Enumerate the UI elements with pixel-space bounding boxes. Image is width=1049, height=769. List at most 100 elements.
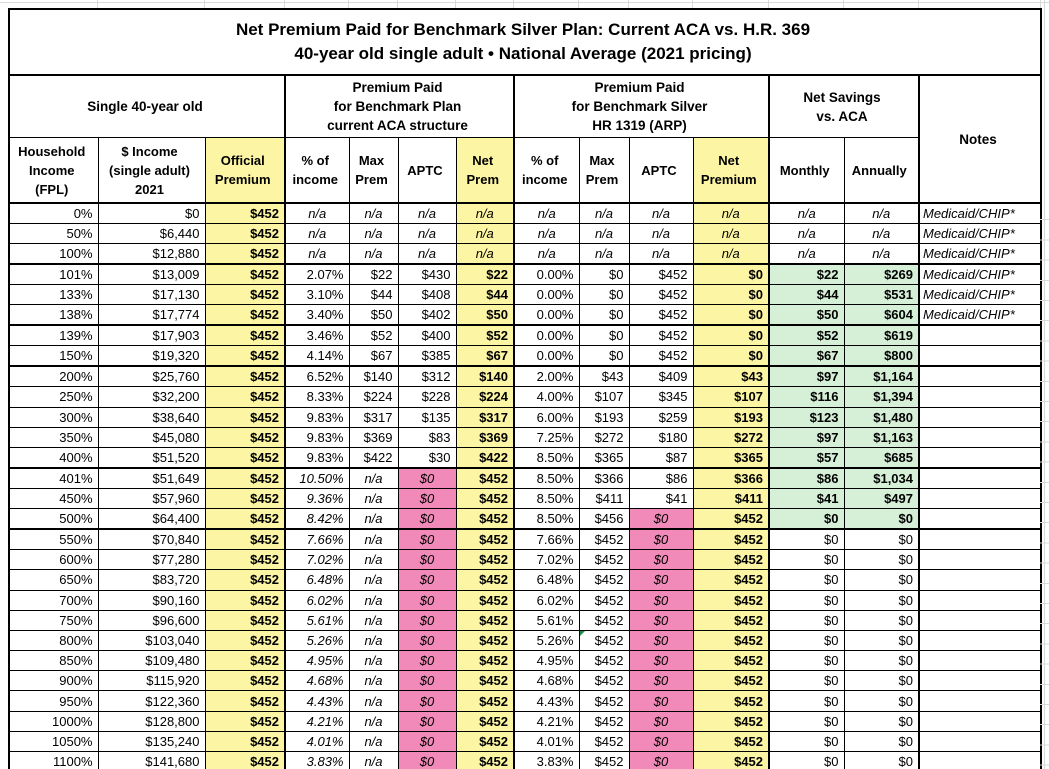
cell-official-premium[interactable]: $452 (204, 609, 286, 631)
cell-arp-aptc[interactable]: $0 (628, 629, 694, 652)
cell-fpl[interactable]: 800% (8, 629, 99, 652)
cell-aca-max-prem[interactable]: $369 (348, 426, 399, 448)
cell-aca-pct-income[interactable]: 4.14% (284, 345, 350, 368)
cell-notes[interactable] (918, 426, 1042, 448)
cell-aca-max-prem[interactable]: $317 (348, 406, 399, 428)
cell-aca-max-prem[interactable]: n/a (348, 589, 399, 611)
cell-fpl[interactable]: 0% (8, 202, 99, 224)
cell-arp-max-prem[interactable]: $411 (578, 487, 630, 510)
cell-aca-max-prem[interactable]: n/a (348, 487, 399, 510)
cell-aca-max-prem[interactable]: n/a (348, 569, 399, 591)
cell-aca-aptc[interactable]: $0 (397, 549, 457, 571)
cell-aca-net-prem[interactable]: $452 (455, 750, 515, 769)
cell-savings-annually[interactable]: $0 (843, 569, 920, 591)
cell-arp-pct-income[interactable]: 4.43% (513, 690, 580, 712)
cell-savings-annually[interactable]: n/a (843, 243, 920, 266)
cell-arp-pct-income[interactable]: 6.02% (513, 589, 580, 611)
cell-arp-pct-income[interactable]: 0.00% (513, 324, 580, 347)
cell-aca-aptc[interactable]: $0 (397, 750, 457, 769)
cell-income[interactable]: $17,130 (97, 284, 206, 306)
cell-arp-pct-income[interactable]: 7.66% (513, 528, 580, 551)
cell-savings-monthly[interactable]: $0 (768, 690, 845, 712)
cell-aca-pct-income[interactable]: 8.42% (284, 508, 350, 531)
cell-fpl[interactable]: 450% (8, 487, 99, 510)
cell-official-premium[interactable]: $452 (204, 365, 286, 388)
cell-aca-pct-income[interactable]: 4.21% (284, 710, 350, 732)
cell-arp-max-prem[interactable]: n/a (578, 202, 630, 224)
cell-notes[interactable] (918, 446, 1042, 469)
cell-aca-pct-income[interactable]: 9.83% (284, 446, 350, 469)
cell-arp-aptc[interactable]: $409 (628, 365, 694, 388)
cell-official-premium[interactable]: $452 (204, 324, 286, 347)
cell-aca-net-prem[interactable]: $452 (455, 730, 515, 753)
cell-aca-pct-income[interactable]: 6.52% (284, 365, 350, 388)
cell-fpl[interactable]: 950% (8, 690, 99, 712)
column-header-official-premium[interactable]: Official Premium (204, 137, 286, 204)
cell-arp-max-prem[interactable]: $452 (578, 670, 630, 692)
cell-aca-net-prem[interactable]: $452 (455, 528, 515, 551)
cell-aca-aptc[interactable]: $0 (397, 710, 457, 732)
cell-arp-net-premium[interactable]: $411 (692, 487, 770, 510)
cell-savings-annually[interactable]: $619 (843, 324, 920, 347)
cell-aca-net-prem[interactable]: $452 (455, 670, 515, 692)
cell-arp-aptc[interactable]: $0 (628, 569, 694, 591)
cell-aca-max-prem[interactable]: n/a (348, 650, 399, 672)
cell-official-premium[interactable]: $452 (204, 202, 286, 224)
cell-income[interactable]: $115,920 (97, 670, 206, 692)
cell-arp-net-premium[interactable]: $0 (692, 324, 770, 347)
cell-arp-aptc[interactable]: $0 (628, 609, 694, 631)
cell-aca-pct-income[interactable]: 7.66% (284, 528, 350, 551)
cell-savings-annually[interactable]: $0 (843, 549, 920, 571)
cell-aca-max-prem[interactable]: n/a (348, 202, 399, 224)
cell-arp-aptc[interactable]: $0 (628, 730, 694, 753)
cell-arp-pct-income[interactable]: n/a (513, 202, 580, 224)
cell-aca-pct-income[interactable]: 5.61% (284, 609, 350, 631)
cell-savings-monthly[interactable]: $52 (768, 324, 845, 347)
cell-notes[interactable] (918, 549, 1042, 571)
cell-aca-max-prem[interactable]: $140 (348, 365, 399, 388)
cell-aca-net-prem[interactable]: n/a (455, 202, 515, 224)
cell-aca-aptc[interactable]: n/a (397, 222, 457, 245)
cell-aca-aptc[interactable]: $135 (397, 406, 457, 428)
cell-arp-max-prem[interactable]: n/a (578, 243, 630, 266)
cell-savings-monthly[interactable]: $44 (768, 284, 845, 306)
cell-notes[interactable] (918, 487, 1042, 510)
cell-arp-aptc[interactable]: $87 (628, 446, 694, 469)
cell-fpl[interactable]: 700% (8, 589, 99, 611)
cell-aca-net-prem[interactable]: $452 (455, 467, 515, 489)
cell-savings-monthly[interactable]: $41 (768, 487, 845, 510)
cell-official-premium[interactable]: $452 (204, 426, 286, 448)
cell-arp-aptc[interactable]: n/a (628, 222, 694, 245)
cell-arp-max-prem[interactable]: $452 (578, 629, 630, 652)
cell-official-premium[interactable]: $452 (204, 345, 286, 368)
cell-aca-max-prem[interactable]: n/a (348, 670, 399, 692)
cell-notes[interactable] (918, 569, 1042, 591)
cell-fpl[interactable]: 1100% (8, 750, 99, 769)
cell-income[interactable]: $51,520 (97, 446, 206, 469)
cell-arp-max-prem[interactable]: $366 (578, 467, 630, 489)
cell-aca-aptc[interactable]: $0 (397, 589, 457, 611)
cell-income[interactable]: $6,440 (97, 222, 206, 245)
cell-fpl[interactable]: 150% (8, 345, 99, 368)
cell-savings-monthly[interactable]: $0 (768, 609, 845, 631)
cell-aca-max-prem[interactable]: n/a (348, 710, 399, 732)
cell-arp-max-prem[interactable]: $452 (578, 589, 630, 611)
cell-aca-aptc[interactable]: $0 (397, 690, 457, 712)
cell-aca-aptc[interactable]: $430 (397, 263, 457, 286)
cell-official-premium[interactable]: $452 (204, 629, 286, 652)
cell-arp-max-prem[interactable]: $272 (578, 426, 630, 448)
cell-fpl[interactable]: 401% (8, 467, 99, 489)
column-header-notes[interactable]: Notes (918, 74, 1042, 204)
cell-savings-annually[interactable]: $0 (843, 528, 920, 551)
cell-arp-aptc[interactable]: $0 (628, 750, 694, 769)
cell-aca-pct-income[interactable]: 10.50% (284, 467, 350, 489)
cell-income[interactable]: $13,009 (97, 263, 206, 286)
cell-aca-net-prem[interactable]: $44 (455, 284, 515, 306)
cell-aca-aptc[interactable]: $0 (397, 730, 457, 753)
cell-official-premium[interactable]: $452 (204, 406, 286, 428)
cell-savings-monthly[interactable]: $0 (768, 508, 845, 531)
cell-arp-aptc[interactable]: $180 (628, 426, 694, 448)
cell-aca-net-prem[interactable]: $224 (455, 386, 515, 408)
cell-aca-net-prem[interactable]: $52 (455, 324, 515, 347)
cell-aca-pct-income[interactable]: 8.33% (284, 386, 350, 408)
